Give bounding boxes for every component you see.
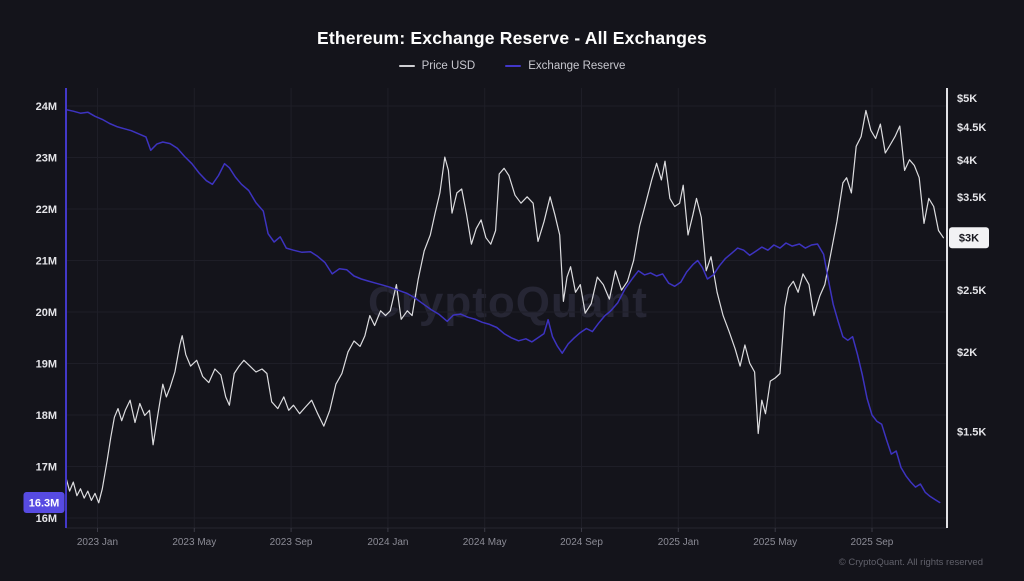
tick-label: $2.5K	[957, 285, 986, 297]
price-usd-line	[65, 109, 945, 504]
tick-label: $4.5K	[957, 122, 986, 134]
tick-label: 2025 Sep	[851, 537, 894, 548]
tick-label: 2025 May	[753, 537, 797, 548]
axis-lines	[65, 88, 948, 528]
tick-label: 24M	[36, 101, 57, 113]
legend-label-exchange-reserve: Exchange Reserve	[528, 60, 626, 72]
tick-label: 20M	[36, 307, 57, 319]
left-axis-labels: 24M 23M 22M 21M 20M 19M 18M 17M 16M	[36, 101, 57, 525]
tick-label: 21M	[36, 256, 57, 268]
exchange-reserve-line	[65, 108, 941, 504]
price-current-badge: $3K	[949, 227, 989, 249]
legend-label-price-usd: Price USD	[421, 60, 476, 72]
tick-label: 22M	[36, 204, 57, 216]
tick-label: 2024 Sep	[560, 537, 603, 548]
tick-label: 2025 Jan	[658, 537, 699, 548]
tick-label: 16M	[36, 513, 57, 525]
price-usd-line	[65, 109, 945, 504]
copyright-notice: © CryptoQuant. All rights reserved	[838, 557, 983, 568]
right-axis-labels: $5K $4.5K $4K $3.5K $2.5K $2K $1.5K	[957, 93, 986, 439]
tick-label: 2023 Sep	[270, 537, 313, 548]
price-current-badge-background	[949, 227, 989, 249]
tick-label: $1.5K	[957, 427, 986, 439]
tick-label: $2K	[957, 347, 977, 359]
price-usd-dash-icon	[398, 65, 415, 67]
tick-label: $4K	[957, 155, 977, 167]
tick-label: 2024 Jan	[367, 537, 408, 548]
legend-item-exchange-reserve[interactable]: Exchange Reserve	[505, 60, 625, 72]
page-title: Ethereum: Exchange Reserve - All Exchang…	[317, 28, 707, 48]
legend-item-price-usd[interactable]: Price USD	[398, 60, 476, 72]
tick-label: 2023 May	[172, 537, 216, 548]
x-axis-labels: 2023 Jan 2023 May 2023 Sep 2024 Jan 2024 May…	[77, 528, 894, 548]
tick-label: $3K	[959, 233, 979, 245]
reserve-current-badge-background	[23, 492, 65, 513]
exchange-reserve-dash-icon	[505, 65, 522, 67]
tick-label: 19M	[36, 359, 57, 371]
reserve-current-badge: 16.3M	[23, 492, 65, 513]
gridlines	[66, 88, 947, 529]
tick-label: 18M	[36, 410, 57, 422]
tick-label: 17M	[36, 462, 57, 474]
tick-label: 23M	[36, 153, 57, 165]
exchange-reserve-line	[65, 108, 941, 504]
tick-label: $3.5K	[957, 192, 986, 204]
tick-label: $5K	[957, 93, 977, 105]
tick-label: 2024 May	[463, 537, 507, 548]
legend: Price USD Exchange Reserve	[0, 60, 1024, 72]
tick-label: 2023 Jan	[77, 537, 118, 548]
tick-label: 16.3M	[29, 498, 60, 510]
